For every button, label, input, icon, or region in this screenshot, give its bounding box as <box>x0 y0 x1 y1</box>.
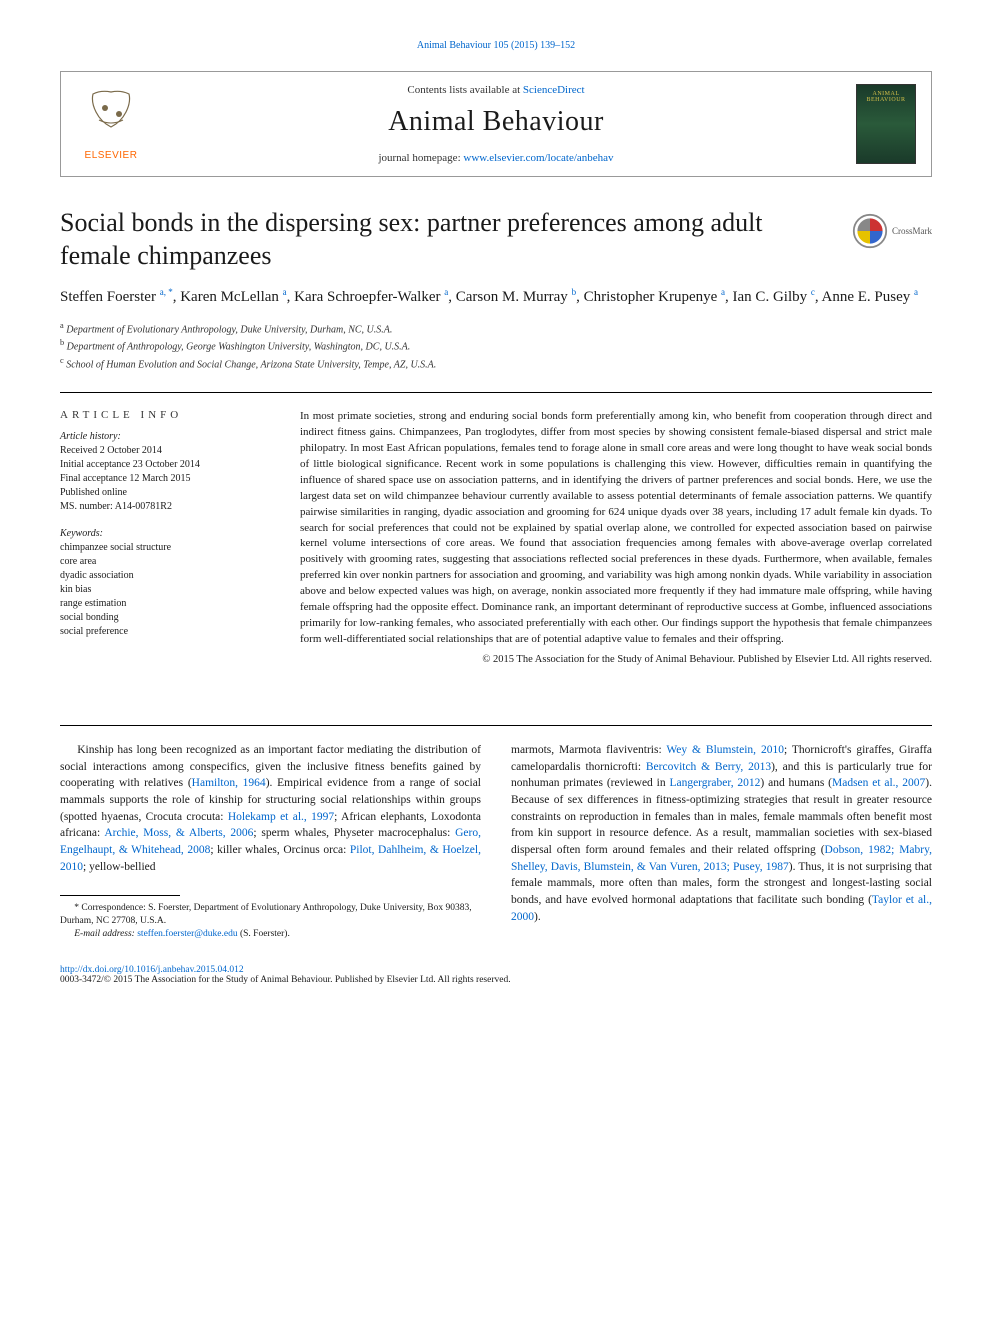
sciencedirect-link[interactable]: ScienceDirect <box>523 84 585 96</box>
body-column-left: Kinship has long been recognized as an i… <box>60 742 481 941</box>
crossmark-label: CrossMark <box>892 226 932 236</box>
abstract-copyright: © 2015 The Association for the Study of … <box>300 654 932 665</box>
citation-link[interactable]: Archie, Moss, & Alberts, 2006 <box>104 827 253 839</box>
elsevier-logo: ELSEVIER <box>76 84 146 164</box>
journal-name: Animal Behaviour <box>81 106 911 138</box>
body-text: Kinship has long been recognized as an i… <box>60 742 932 941</box>
history-label: Article history: <box>60 431 270 442</box>
crossmark-badge[interactable]: CrossMark <box>852 213 932 249</box>
abstract-column: In most primate societies, strong and en… <box>300 409 932 665</box>
email-footnote: E-mail address: steffen.foerster@duke.ed… <box>60 928 481 941</box>
body-paragraph: Kinship has long been recognized as an i… <box>60 742 481 875</box>
section-divider <box>60 392 932 393</box>
abstract-text: In most primate societies, strong and en… <box>300 409 932 648</box>
crossmark-icon <box>852 213 888 249</box>
keywords-label: Keywords: <box>60 528 270 539</box>
keyword: core area <box>60 555 270 569</box>
article-info-heading: ARTICLE INFO <box>60 409 270 421</box>
body-paragraph: marmots, Marmota flaviventris: Wey & Blu… <box>511 742 932 925</box>
correspondence-footnote: * Correspondence: S. Foerster, Departmen… <box>60 902 481 928</box>
history-item: Final acceptance 12 March 2015 <box>60 472 270 486</box>
history-item: Initial acceptance 23 October 2014 <box>60 458 270 472</box>
elsevier-wordmark: ELSEVIER <box>85 150 138 161</box>
history-item: Received 2 October 2014 <box>60 444 270 458</box>
body-column-right: marmots, Marmota flaviventris: Wey & Blu… <box>511 742 932 941</box>
affiliation: c School of Human Evolution and Social C… <box>60 355 932 372</box>
running-header: Animal Behaviour 105 (2015) 139–152 <box>60 40 932 51</box>
affiliation: a Department of Evolutionary Anthropolog… <box>60 320 932 337</box>
keyword: range estimation <box>60 597 270 611</box>
keyword: dyadic association <box>60 569 270 583</box>
journal-banner: ELSEVIER ANIMAL BEHAVIOUR Contents lists… <box>60 71 932 177</box>
email-link[interactable]: steffen.foerster@duke.edu <box>137 929 237 939</box>
affiliations: a Department of Evolutionary Anthropolog… <box>60 320 932 372</box>
history-item: MS. number: A14-00781R2 <box>60 500 270 514</box>
keyword: social preference <box>60 625 270 639</box>
page-footer: http://dx.doi.org/10.1016/j.anbehav.2015… <box>60 965 932 985</box>
keyword: chimpanzee social structure <box>60 541 270 555</box>
journal-homepage: journal homepage: www.elsevier.com/locat… <box>81 152 911 164</box>
citation-link[interactable]: Madsen et al., 2007 <box>832 777 925 789</box>
affiliation: b Department of Anthropology, George Was… <box>60 337 932 354</box>
citation-link[interactable]: Langergraber, 2012 <box>669 777 760 789</box>
journal-cover-thumbnail: ANIMAL BEHAVIOUR <box>856 84 916 164</box>
citation-link[interactable]: Holekamp et al., 1997 <box>228 811 334 823</box>
journal-homepage-link[interactable]: www.elsevier.com/locate/anbehav <box>463 152 613 164</box>
doi-link[interactable]: http://dx.doi.org/10.1016/j.anbehav.2015… <box>60 965 244 975</box>
issn-copyright: 0003-3472/© 2015 The Association for the… <box>60 975 932 985</box>
citation-link[interactable]: Wey & Blumstein, 2010 <box>666 744 784 756</box>
contents-list-link: Contents lists available at ScienceDirec… <box>81 84 911 96</box>
footnote-separator <box>60 895 180 896</box>
author-list: Steffen Foerster a, *, Karen McLellan a,… <box>60 286 932 308</box>
citation-link[interactable]: Bercovitch & Berry, 2013 <box>646 761 771 773</box>
history-item: Published online <box>60 486 270 500</box>
keyword: kin bias <box>60 583 270 597</box>
article-title: Social bonds in the dispersing sex: part… <box>60 207 832 272</box>
citation-link[interactable]: Hamilton, 1964 <box>192 777 266 789</box>
section-divider <box>60 725 932 726</box>
keyword: social bonding <box>60 611 270 625</box>
article-info-sidebar: ARTICLE INFO Article history: Received 2… <box>60 409 270 665</box>
